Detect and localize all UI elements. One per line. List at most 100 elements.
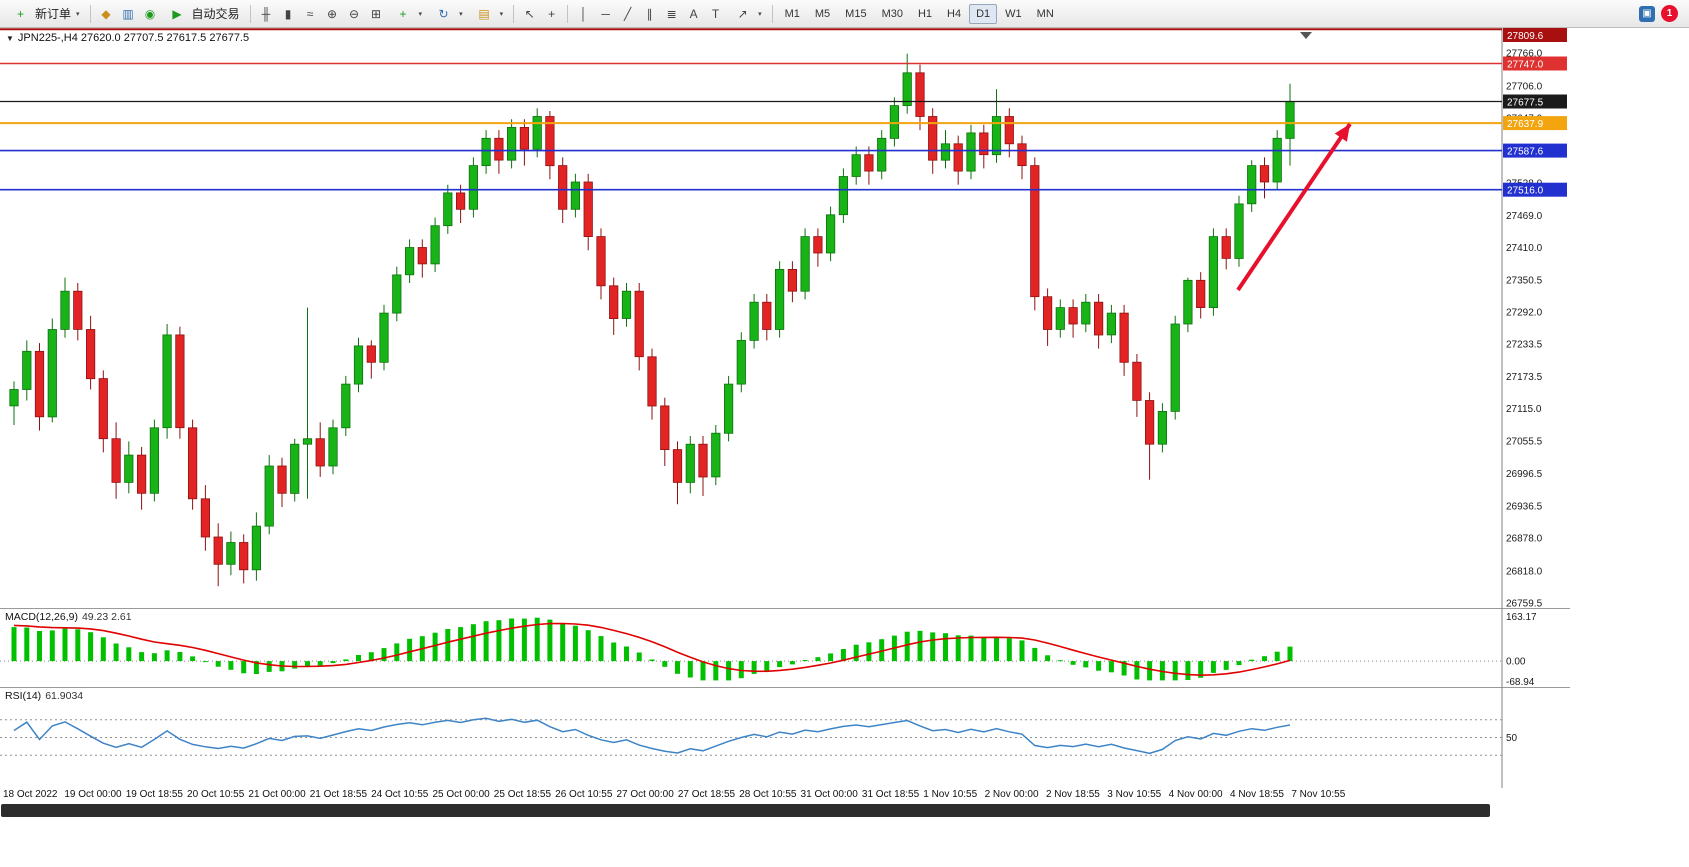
time-axis-label: 27 Oct 18:55 bbox=[677, 789, 736, 800]
notifications-badge[interactable]: 1 bbox=[1661, 5, 1678, 22]
time-axis-label: 7 Nov 10:55 bbox=[1291, 789, 1346, 800]
toolbar-separator bbox=[89, 4, 91, 23]
periods-button[interactable]: ↻ ▾ bbox=[428, 2, 468, 26]
timeframe-d1[interactable]: D1 bbox=[969, 3, 998, 24]
horizontal-scrollbar[interactable] bbox=[1, 804, 1490, 817]
svg-text:0.00: 0.00 bbox=[1506, 657, 1526, 668]
chart-shift-marker[interactable] bbox=[1300, 32, 1312, 39]
toolbar-separator bbox=[771, 4, 773, 23]
periods-icon: ↻ bbox=[438, 6, 449, 21]
timeframe-m15[interactable]: M15 bbox=[845, 7, 867, 20]
chevron-down-icon: ▾ bbox=[76, 10, 80, 18]
time-axis-label: 18 Oct 2022 bbox=[3, 789, 58, 800]
time-axis-label: 4 Nov 18:55 bbox=[1230, 789, 1284, 800]
chart-window: 27766.027706.027647.027587.527528.027469… bbox=[0, 28, 1570, 817]
vertical-line-button[interactable]: │ bbox=[579, 6, 588, 21]
horizontal-line-button[interactable]: ─ bbox=[601, 6, 610, 21]
new-order-button[interactable]: + 新订单 ▾ bbox=[5, 2, 85, 26]
chart-windows-icon[interactable]: ▥ bbox=[122, 6, 134, 21]
timeframe-w1[interactable]: W1 bbox=[1005, 7, 1022, 20]
chevron-down-icon: ▾ bbox=[499, 10, 504, 18]
rsi-line bbox=[13, 717, 1291, 755]
price-axis-label: 27233.5 bbox=[1506, 339, 1543, 350]
svg-text:27516.0: 27516.0 bbox=[1507, 186, 1544, 197]
autotrading-play-icon: ▶ bbox=[172, 6, 182, 21]
timeframe-m30[interactable]: M30 bbox=[881, 7, 903, 20]
svg-text:27809.6: 27809.6 bbox=[1507, 31, 1544, 42]
rsi-panel-canvas[interactable]: 50 bbox=[0, 687, 1570, 788]
price-axis-label: 26936.5 bbox=[1506, 502, 1543, 513]
symbol-dropdown-icon[interactable]: ▼ bbox=[6, 33, 14, 43]
candles-layer bbox=[9, 53, 1295, 587]
time-axis-label: 2 Nov 00:00 bbox=[984, 789, 1039, 800]
text-label-button[interactable]: T bbox=[711, 6, 720, 21]
macd-panel-canvas[interactable]: 163.17 0.00 -68.94 bbox=[0, 608, 1570, 687]
price-tag-27516.0: 27516.0 bbox=[1503, 182, 1567, 197]
price-axis-label: 27469.0 bbox=[1506, 211, 1543, 222]
text-button[interactable]: A bbox=[689, 6, 698, 21]
timeframe-mn[interactable]: MN bbox=[1036, 7, 1054, 20]
templates-icon: ▤ bbox=[478, 6, 490, 21]
svg-text:27677.5: 27677.5 bbox=[1507, 97, 1544, 108]
timeframe-h1[interactable]: H1 bbox=[917, 7, 933, 20]
price-axis-label: 26759.5 bbox=[1506, 598, 1543, 608]
svg-text:27637.9: 27637.9 bbox=[1507, 119, 1544, 130]
market-watch-icon[interactable]: ◆ bbox=[101, 6, 111, 21]
svg-text:27747.0: 27747.0 bbox=[1507, 59, 1544, 70]
bar-chart-button[interactable]: ╫ bbox=[261, 6, 271, 21]
candlestick-chart-button[interactable]: ▮ bbox=[284, 6, 292, 21]
tile-windows-button[interactable]: ⊞ bbox=[371, 6, 382, 21]
svg-text:50: 50 bbox=[1506, 733, 1518, 744]
time-axis-label: 25 Oct 00:00 bbox=[432, 789, 490, 800]
autotrading-label: 自动交易 bbox=[191, 7, 240, 21]
line-chart-button[interactable]: ≈ bbox=[306, 6, 314, 21]
time-axis-label: 20 Oct 10:55 bbox=[187, 789, 245, 800]
chevron-down-icon: ▾ bbox=[758, 10, 762, 18]
new-order-label: 新订单 bbox=[35, 7, 72, 21]
price-axis-label: 26818.0 bbox=[1506, 566, 1543, 577]
main-toolbar: + 新订单 ▾ ◆ ▥ ◉ ▶ 自动交易 ╫ ▮ ≈ ⊕ ⊖ ⊞ + ▾ ↻ ▾… bbox=[0, 0, 1689, 28]
new-order-icon: + bbox=[16, 6, 24, 21]
time-axis-label: 4 Nov 00:00 bbox=[1168, 789, 1223, 800]
trendline-button[interactable]: ╱ bbox=[623, 6, 632, 21]
time-axis-label: 26 Oct 10:55 bbox=[555, 789, 613, 800]
price-tag-27587.6: 27587.6 bbox=[1503, 143, 1567, 158]
price-chart-canvas[interactable]: 27766.027706.027647.027587.527528.027469… bbox=[0, 28, 1570, 608]
svg-text:163.17: 163.17 bbox=[1506, 612, 1537, 623]
trend-arrow-annotation[interactable] bbox=[1236, 122, 1352, 292]
price-tag-27637.9: 27637.9 bbox=[1503, 116, 1567, 131]
price-axis-label: 27350.5 bbox=[1506, 276, 1543, 287]
templates-button[interactable]: ▤ ▾ bbox=[469, 2, 509, 26]
zoom-in-button[interactable]: ⊕ bbox=[327, 6, 338, 21]
price-axis-label: 27766.0 bbox=[1506, 49, 1543, 60]
community-icon[interactable]: ▣ bbox=[1639, 5, 1655, 22]
new-chart-button[interactable]: + ▾ bbox=[388, 2, 428, 26]
time-axis-label: 31 Oct 18:55 bbox=[861, 789, 920, 800]
price-axis-label: 27292.0 bbox=[1506, 308, 1543, 319]
price-tag-27677.5: 27677.5 bbox=[1503, 94, 1567, 109]
macd-histogram bbox=[11, 617, 1293, 681]
toolbar-separator bbox=[249, 4, 251, 23]
arrows-icon: ↗ bbox=[737, 6, 748, 21]
arrows-button[interactable]: ↗ ▾ bbox=[727, 2, 767, 26]
price-axis-label: 26996.5 bbox=[1506, 469, 1543, 480]
time-axis-label: 21 Oct 00:00 bbox=[248, 789, 306, 800]
timeframe-h4[interactable]: H4 bbox=[947, 7, 962, 20]
autotrading-button[interactable]: ▶ 自动交易 bbox=[162, 2, 245, 26]
timeframe-m1[interactable]: M1 bbox=[784, 7, 800, 20]
equidistant-channel-button[interactable]: ∥ bbox=[646, 6, 653, 21]
timeframe-m5[interactable]: M5 bbox=[814, 7, 831, 20]
price-axis-label: 27706.0 bbox=[1506, 81, 1543, 92]
macd-signal-line bbox=[13, 622, 1291, 677]
time-axis-label: 27 Oct 00:00 bbox=[616, 789, 674, 800]
price-axis-label: 27115.0 bbox=[1506, 404, 1542, 415]
data-window-icon[interactable]: ◉ bbox=[144, 6, 156, 21]
toolbar-separator bbox=[567, 4, 569, 23]
crosshair-button[interactable]: + bbox=[548, 6, 556, 21]
cursor-button[interactable]: ↖ bbox=[524, 6, 535, 21]
fibonacci-button[interactable]: ≣ bbox=[666, 6, 677, 21]
time-axis-label: 19 Oct 18:55 bbox=[125, 789, 183, 800]
zoom-out-button[interactable]: ⊖ bbox=[349, 6, 360, 21]
toolbar-right-group: ▣ 1 bbox=[1639, 5, 1684, 22]
price-tag-27809.6: 27809.6 bbox=[1503, 28, 1567, 42]
